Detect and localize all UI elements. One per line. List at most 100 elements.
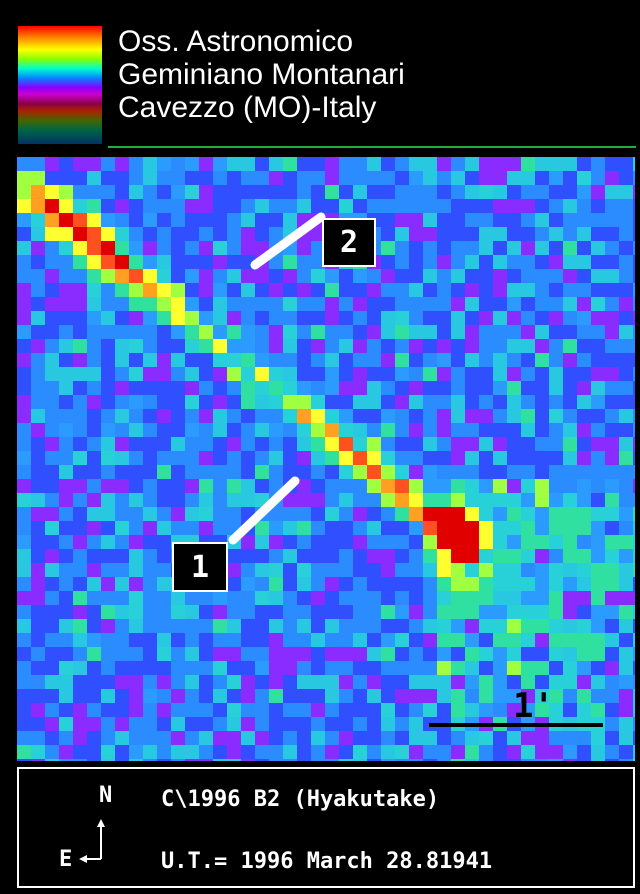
image-pixel (395, 199, 409, 213)
image-pixel (423, 339, 437, 353)
image-pixel (367, 185, 381, 199)
image-pixel (59, 521, 73, 535)
image-pixel (465, 577, 479, 591)
image-pixel (283, 465, 297, 479)
image-pixel (591, 661, 605, 675)
image-pixel (73, 745, 87, 759)
image-pixel (101, 605, 115, 619)
image-pixel (31, 689, 45, 703)
image-pixel (31, 325, 45, 339)
image-pixel (213, 409, 227, 423)
image-pixel (535, 311, 549, 325)
image-pixel (325, 185, 339, 199)
image-pixel (493, 255, 507, 269)
image-pixel (199, 157, 213, 171)
image-pixel (381, 563, 395, 577)
image-pixel (465, 437, 479, 451)
image-pixel (395, 269, 409, 283)
image-pixel (423, 577, 437, 591)
image-pixel (59, 549, 73, 563)
image-pixel (269, 353, 283, 367)
image-pixel (115, 199, 129, 213)
image-pixel (619, 157, 633, 171)
image-pixel (591, 227, 605, 241)
image-pixel (269, 703, 283, 717)
image-pixel (395, 367, 409, 381)
image-pixel (325, 605, 339, 619)
image-pixel (451, 675, 465, 689)
image-pixel (241, 227, 255, 241)
image-pixel (283, 311, 297, 325)
image-pixel (423, 549, 437, 563)
image-pixel (255, 521, 269, 535)
image-pixel (549, 675, 563, 689)
image-pixel (479, 213, 493, 227)
image-pixel (507, 703, 521, 717)
image-pixel (59, 297, 73, 311)
image-pixel (409, 325, 423, 339)
image-pixel (605, 269, 619, 283)
image-pixel (199, 745, 213, 759)
image-pixel (339, 297, 353, 311)
image-pixel (129, 731, 143, 745)
image-pixel (409, 213, 423, 227)
image-pixel (339, 647, 353, 661)
image-pixel (143, 675, 157, 689)
image-pixel (591, 171, 605, 185)
image-pixel (45, 633, 59, 647)
image-pixel (395, 577, 409, 591)
image-pixel (101, 199, 115, 213)
image-pixel (17, 451, 31, 465)
image-pixel (213, 297, 227, 311)
image-pixel (633, 577, 635, 591)
image-pixel (591, 647, 605, 661)
image-pixel (493, 507, 507, 521)
image-pixel (521, 367, 535, 381)
image-pixel (451, 199, 465, 213)
image-pixel (115, 339, 129, 353)
image-pixel (619, 409, 633, 423)
image-pixel (101, 325, 115, 339)
image-pixel (381, 493, 395, 507)
image-pixel (353, 731, 367, 745)
image-pixel (227, 367, 241, 381)
image-pixel (269, 521, 283, 535)
image-pixel (507, 157, 521, 171)
image-pixel (73, 199, 87, 213)
image-pixel (493, 423, 507, 437)
image-pixel (241, 185, 255, 199)
image-pixel (311, 619, 325, 633)
image-pixel (633, 269, 635, 283)
image-pixel (283, 619, 297, 633)
image-pixel (129, 423, 143, 437)
image-pixel (129, 535, 143, 549)
image-pixel (143, 353, 157, 367)
image-pixel (591, 185, 605, 199)
image-pixel (381, 717, 395, 731)
image-pixel (619, 339, 633, 353)
image-pixel (437, 339, 451, 353)
image-pixel (283, 759, 297, 761)
image-pixel (101, 577, 115, 591)
image-pixel (577, 661, 591, 675)
image-pixel (367, 535, 381, 549)
image-pixel (129, 661, 143, 675)
image-pixel (605, 185, 619, 199)
image-pixel (563, 633, 577, 647)
image-pixel (577, 675, 591, 689)
image-pixel (395, 717, 409, 731)
image-pixel (101, 367, 115, 381)
image-pixel (185, 395, 199, 409)
image-pixel (409, 535, 423, 549)
image-pixel (255, 157, 269, 171)
image-pixel (633, 493, 635, 507)
image-pixel (101, 381, 115, 395)
image-pixel (409, 493, 423, 507)
image-pixel (367, 675, 381, 689)
image-pixel (409, 269, 423, 283)
image-pixel (143, 381, 157, 395)
image-pixel (199, 423, 213, 437)
image-pixel (213, 437, 227, 451)
image-pixel (577, 605, 591, 619)
image-pixel (45, 353, 59, 367)
